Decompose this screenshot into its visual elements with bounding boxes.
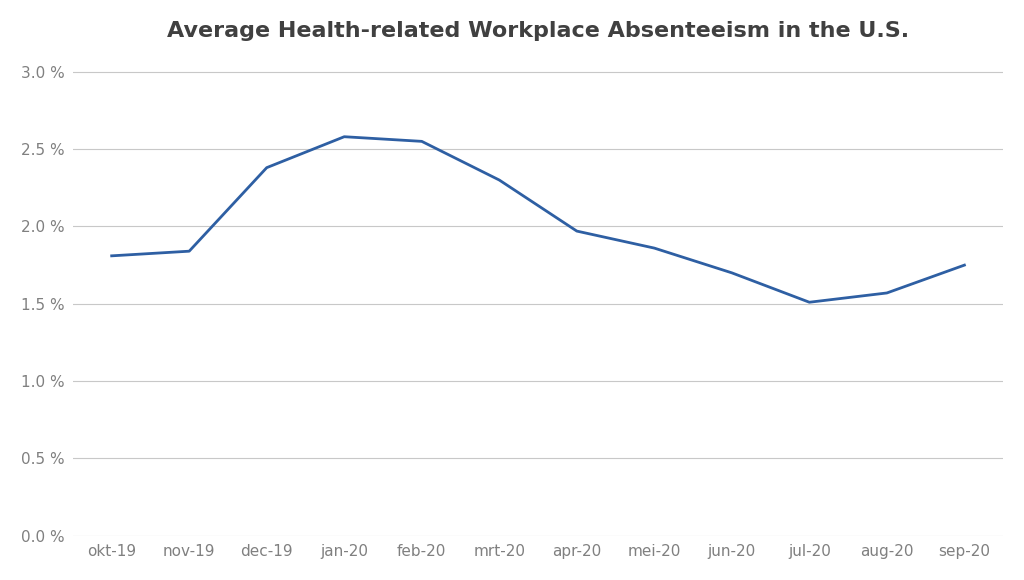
Title: Average Health-related Workplace Absenteeism in the U.S.: Average Health-related Workplace Absente… [167,21,909,41]
